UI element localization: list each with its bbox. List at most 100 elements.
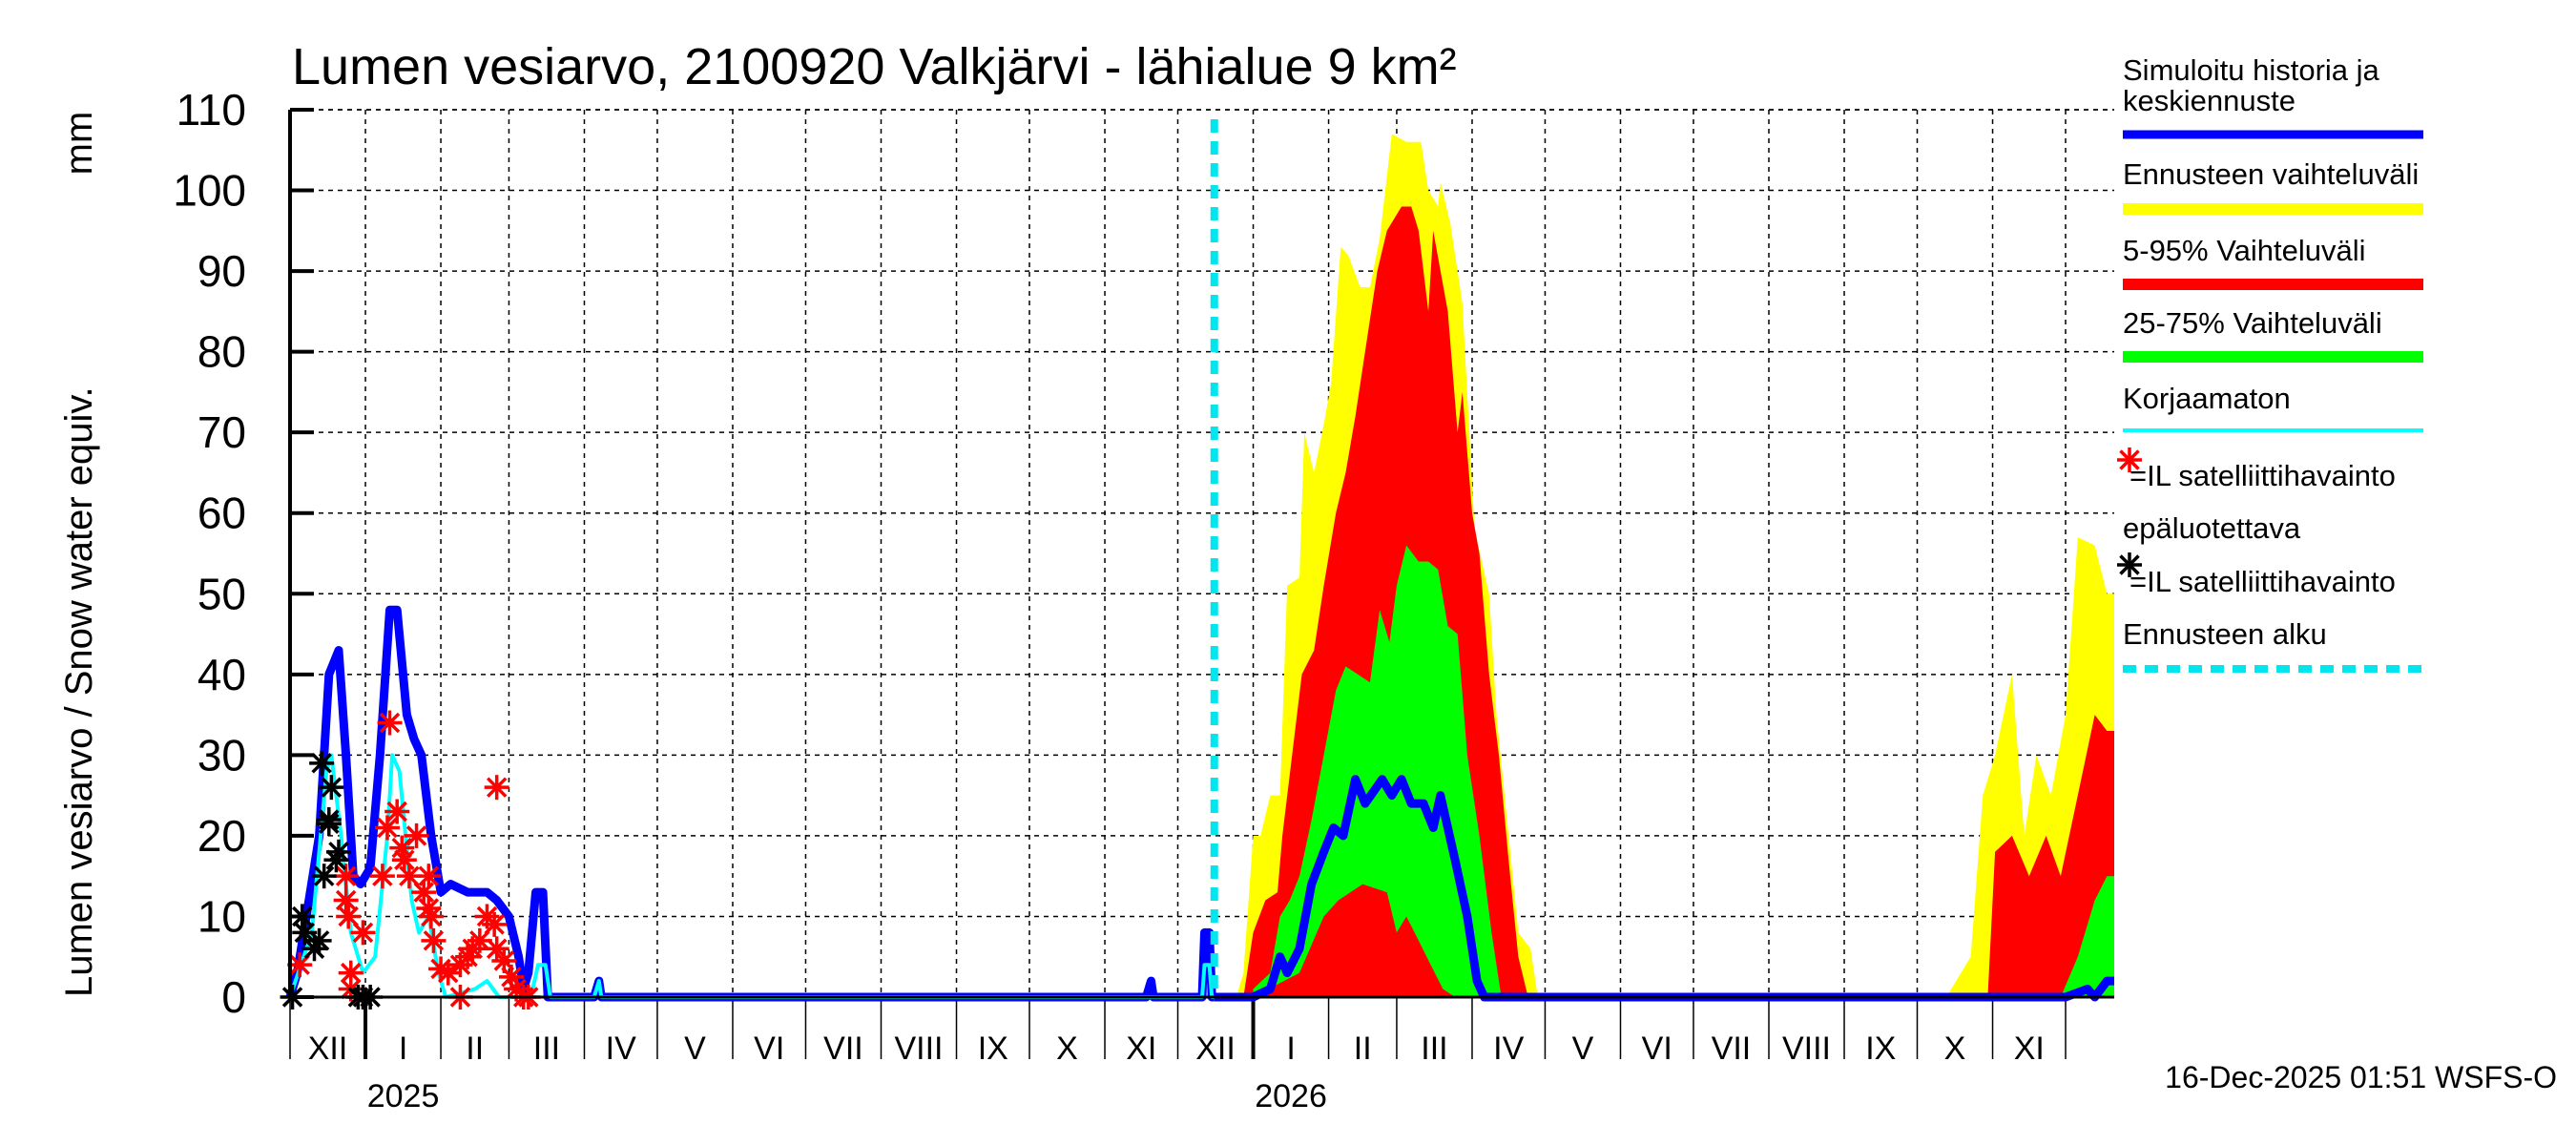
month-label: XI [1126, 1030, 1156, 1067]
legend-label: keskiennuste [2123, 84, 2296, 117]
month-label: XII [308, 1030, 348, 1067]
legend-label: epäluotettava [2123, 511, 2301, 545]
observation-marker [484, 775, 509, 801]
legend-label: 5-95% Vaihteluväli [2123, 234, 2365, 267]
star-stroke [321, 777, 343, 798]
star-stroke [493, 950, 515, 971]
y-tick-label: 90 [197, 246, 246, 296]
star-stroke [501, 967, 522, 988]
legend-label: Ennusteen vaihteluväli [2123, 157, 2419, 191]
star-stroke [399, 865, 420, 886]
month-label: XII [1195, 1030, 1236, 1067]
unreliable-observation-marker [309, 750, 335, 776]
month-label: VIII [894, 1030, 943, 1067]
y-tick-label: 70 [197, 407, 246, 457]
y-tick-label: 30 [197, 730, 246, 780]
observation-marker [369, 864, 395, 889]
star-stroke [294, 922, 316, 944]
legend-unreliable-star-icon [2117, 552, 2142, 577]
observation-marker [411, 880, 437, 906]
month-label: V [684, 1030, 706, 1067]
y-axis-label: Lumen vesiarvo / Snow water equiv. [58, 386, 100, 997]
observation-marker [377, 710, 403, 736]
star-stroke [484, 914, 505, 935]
y-axis-unit: mm [58, 112, 100, 176]
star-stroke [457, 946, 478, 968]
observation-marker [455, 944, 481, 969]
star-stroke [469, 930, 490, 951]
y-tick-label: 110 [177, 85, 246, 135]
month-label: XI [2014, 1030, 2045, 1067]
month-label: VI [1642, 1030, 1672, 1067]
observation-marker [391, 847, 417, 873]
month-label: II [1354, 1030, 1372, 1067]
y-tick-label: 80 [197, 327, 246, 377]
star-stroke [377, 817, 398, 839]
observation-marker [418, 904, 444, 929]
unreliable-observation-marker [289, 904, 315, 929]
observation-marker [350, 920, 376, 946]
star-stroke [311, 753, 332, 774]
star-stroke [2119, 449, 2140, 470]
star-stroke [338, 906, 359, 927]
observation-marker [336, 904, 362, 929]
star-stroke [2119, 554, 2140, 575]
legend-label: Ennusteen alku [2123, 617, 2327, 651]
band-5-25 [1253, 884, 1456, 997]
y-tick-label: 50 [197, 569, 246, 618]
observation-marker [416, 864, 442, 889]
observation-marker [374, 815, 400, 841]
star-stroke [418, 898, 440, 919]
y-tick-label: 60 [197, 489, 246, 538]
observation-marker [333, 887, 359, 913]
star-stroke [352, 922, 374, 944]
y-tick-label: 100 [173, 166, 246, 216]
star-stroke [372, 865, 393, 886]
chart-title: Lumen vesiarvo, 2100920 Valkjärvi - lähi… [292, 38, 1457, 95]
star-stroke [405, 825, 427, 846]
month-label: III [1421, 1030, 1447, 1067]
legend-label: =IL satelliittihavainto [2129, 565, 2396, 598]
month-label: I [1286, 1030, 1295, 1067]
star-stroke [391, 837, 413, 859]
unreliable-observation-marker [311, 864, 337, 889]
star-stroke [486, 777, 508, 798]
observation-marker [467, 927, 492, 953]
legend-observation-star-icon [2117, 448, 2142, 472]
star-stroke [319, 813, 340, 834]
month-label: IV [606, 1030, 636, 1067]
observation-marker [384, 799, 410, 824]
month-label: III [533, 1030, 560, 1067]
y-tick-label: 20 [197, 811, 246, 861]
star-stroke [292, 906, 313, 927]
y-tick-label: 0 [221, 972, 246, 1022]
unreliable-observation-marker [316, 811, 342, 837]
legend-label: Simuloitu historia ja [2123, 53, 2380, 87]
unreliable-observation-marker [319, 775, 344, 801]
observation-marker [404, 822, 429, 848]
star-stroke [423, 930, 445, 951]
band-25-75 [1253, 545, 2114, 997]
star-stroke [437, 962, 459, 984]
month-label: X [1944, 1030, 1966, 1067]
star-stroke [386, 801, 407, 822]
observation-marker [482, 911, 508, 937]
star-stroke [394, 849, 415, 871]
unreliable-observation-marker [306, 927, 332, 953]
month-label: IV [1493, 1030, 1524, 1067]
month-label: VIII [1782, 1030, 1831, 1067]
star-stroke [335, 889, 357, 911]
star-stroke [486, 938, 508, 960]
month-label: II [466, 1030, 484, 1067]
year-label: 2026 [1255, 1078, 1327, 1114]
y-tick-label: 10 [197, 891, 246, 941]
unreliable-observation-marker [323, 847, 349, 873]
month-label: IX [978, 1030, 1008, 1067]
observation-marker [421, 927, 447, 953]
star-stroke [413, 882, 434, 903]
star-stroke [313, 865, 335, 886]
star-stroke [289, 954, 310, 975]
legend-label: Korjaamaton [2123, 382, 2291, 415]
